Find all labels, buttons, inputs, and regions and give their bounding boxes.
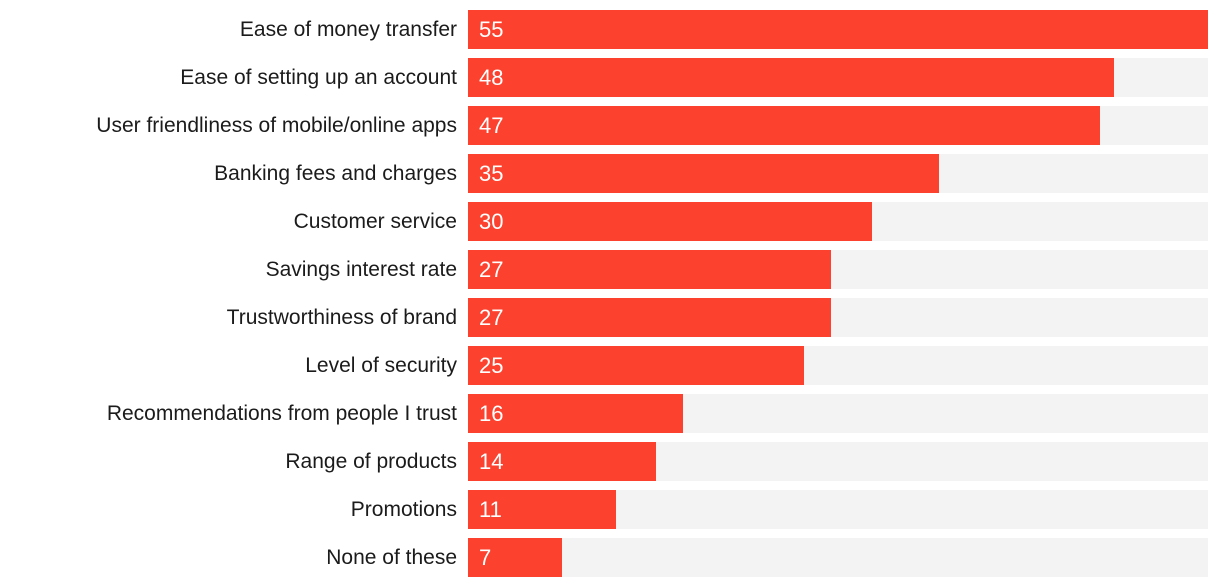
bar: 48 [468,58,1114,97]
bar-row: Range of products 14 [0,442,1220,481]
bar-track: 14 [468,442,1208,481]
value-label: 25 [479,352,504,378]
bar: 25 [468,346,805,385]
value-label: 27 [479,256,504,282]
bar-track: 55 [468,10,1208,49]
bar: 14 [468,442,657,481]
category-label: Customer service [293,210,457,233]
value-label: 7 [479,544,492,570]
bar-track: 27 [468,250,1208,289]
category-label: Recommendations from people I trust [106,402,457,425]
bar-row: Banking fees and charges 35 [0,154,1220,193]
category-label: Level of security [305,354,457,377]
bar-track: 47 [468,106,1208,145]
category-label: Trustworthiness of brand [226,306,457,329]
category-label: User friendliness of mobile/online apps [96,114,457,137]
bar-track: 11 [468,490,1208,529]
value-label: 11 [479,496,502,522]
bar: 27 [468,298,832,337]
bar-row: Ease of money transfer 55 [0,10,1220,49]
category-label: Promotions [350,498,457,521]
bar-row: Trustworthiness of brand 27 [0,298,1220,337]
bar-track: 48 [468,58,1208,97]
bar-row: Level of security 25 [0,346,1220,385]
bar-track: 16 [468,394,1208,433]
bar-row: Customer service 30 [0,202,1220,241]
bar-track: 27 [468,298,1208,337]
bar: 30 [468,202,872,241]
bar-row: User friendliness of mobile/online apps … [0,106,1220,145]
bar-track: 7 [468,538,1208,577]
category-label: None of these [326,546,457,569]
bar: 27 [468,250,832,289]
value-label: 14 [479,448,504,474]
category-label: Range of products [285,450,457,473]
bar-row: Promotions 11 [0,490,1220,529]
bar: 35 [468,154,939,193]
bar-row: Recommendations from people I trust 16 [0,394,1220,433]
bar-row: Ease of setting up an account 48 [0,58,1220,97]
bar: 11 [468,490,616,529]
value-label: 27 [479,304,504,330]
value-label: 55 [479,16,504,42]
bar: 55 [468,10,1208,49]
category-label: Savings interest rate [265,258,457,281]
bar: 47 [468,106,1101,145]
bar-row: None of these 7 [0,538,1220,577]
bar-track: 35 [468,154,1208,193]
bar-track: 30 [468,202,1208,241]
bar-row: Savings interest rate 27 [0,250,1220,289]
bar: 7 [468,538,563,577]
bar-track: 25 [468,346,1208,385]
value-label: 16 [479,400,504,426]
bar: 16 [468,394,684,433]
category-label: Ease of money transfer [239,18,457,41]
value-label: 47 [479,112,504,138]
value-label: 48 [479,64,504,90]
value-label: 30 [479,208,504,234]
value-label: 35 [479,160,504,186]
category-label: Banking fees and charges [214,162,457,185]
category-label: Ease of setting up an account [180,66,457,89]
